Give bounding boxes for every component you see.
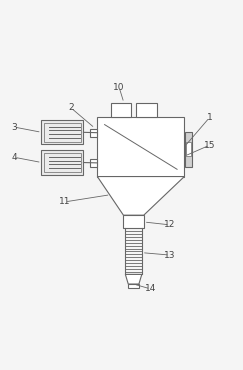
- Bar: [185, 142, 191, 157]
- Bar: [97, 117, 184, 176]
- Bar: [41, 120, 83, 144]
- Bar: [44, 123, 80, 141]
- Text: 1: 1: [207, 113, 213, 122]
- Text: 2: 2: [68, 103, 74, 112]
- Bar: [111, 103, 131, 117]
- Text: 4: 4: [11, 153, 17, 162]
- Polygon shape: [125, 275, 142, 284]
- Bar: [123, 215, 144, 229]
- Text: 13: 13: [164, 250, 176, 260]
- Text: 10: 10: [113, 83, 125, 92]
- Text: 11: 11: [59, 198, 70, 206]
- Bar: [185, 132, 192, 167]
- Bar: [90, 159, 97, 167]
- Text: 14: 14: [145, 285, 156, 293]
- Bar: [41, 151, 83, 175]
- Text: 3: 3: [11, 122, 17, 131]
- Bar: [90, 129, 97, 137]
- Polygon shape: [97, 176, 184, 215]
- Bar: [44, 153, 80, 172]
- Bar: [136, 103, 156, 117]
- Bar: [128, 284, 139, 288]
- Text: 12: 12: [164, 221, 175, 229]
- Text: 15: 15: [204, 141, 216, 149]
